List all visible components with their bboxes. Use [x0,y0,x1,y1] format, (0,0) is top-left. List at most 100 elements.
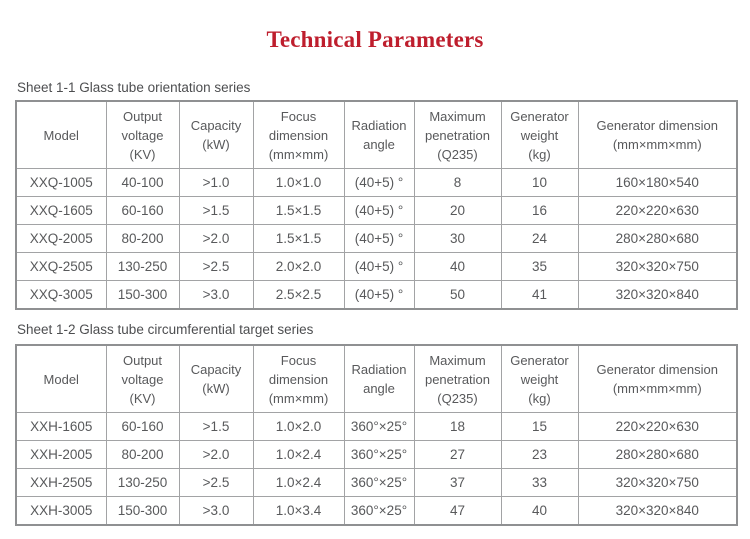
table-cell: 2.5×2.5 [252,280,345,310]
table-header-row: Model Output voltage (KV) Capacity (kW) … [15,100,738,169]
table-cell: 320×320×840 [577,280,738,310]
table-cell: 320×320×750 [577,468,738,497]
sheet-1-2-caption: Sheet 1-2 Glass tube circumferential tar… [17,322,314,337]
table-cell: 16 [500,196,579,225]
table-cell: 130-250 [105,252,180,281]
table-cell: 80-200 [105,224,180,253]
table-cell: (40+5) ° [343,168,415,197]
table-cell: XXH-1605 [15,412,107,441]
table-cell: 40-100 [105,168,180,197]
header-model: Model [15,344,107,413]
table-cell: 130-250 [105,468,180,497]
table-cell: 220×220×630 [577,412,738,441]
table-cell: 50 [413,280,502,310]
header-maximum-penetration: Maximum penetration (Q235) [413,344,502,413]
table-cell: 1.5×1.5 [252,196,345,225]
table-cell: 360°×25° [343,412,415,441]
header-radiation-angle: Radiation angle [343,100,415,169]
header-model: Model [15,100,107,169]
table-cell: >2.5 [178,252,254,281]
table-cell: 80-200 [105,440,180,469]
table-cell: 20 [413,196,502,225]
table-cell: 220×220×630 [577,196,738,225]
table-cell: 40 [500,496,579,526]
table-cell: 320×320×750 [577,252,738,281]
table-cell: 15 [500,412,579,441]
table-cell: >1.5 [178,196,254,225]
header-maximum-penetration: Maximum penetration (Q235) [413,100,502,169]
table-cell: XXQ-2005 [15,224,107,253]
table-cell: 1.0×1.0 [252,168,345,197]
table-cell: >2.5 [178,468,254,497]
table-cell: >1.0 [178,168,254,197]
circumferential-target-series-table: Model Output voltage (KV) Capacity (kW) … [15,344,738,526]
table-cell: 47 [413,496,502,526]
table-row: XXH-1605 60-160 >1.5 1.0×2.0 360°×25° 18 15 220… [15,412,738,441]
header-generator-dimension: Generator dimension (mm×mm×mm) [577,100,738,169]
table-row: XXQ-2505 130-250 >2.5 2.0×2.0 (40+5) ° 40 35 32… [15,252,738,281]
table-cell: 320×320×840 [577,496,738,526]
table-cell: 150-300 [105,496,180,526]
orientation-series-table: Model Output voltage (KV) Capacity (kW) … [15,100,738,310]
page-title: Technical Parameters [266,27,484,52]
table-cell: XXQ-1005 [15,168,107,197]
table-cell: XXH-2505 [15,468,107,497]
table-cell: >2.0 [178,440,254,469]
table-row: XXQ-2005 80-200 >2.0 1.5×1.5 (40+5) ° 30 24 280… [15,224,738,253]
table-cell: XXQ-1605 [15,196,107,225]
table-cell: XXH-3005 [15,496,107,526]
sheet-1-1-caption: Sheet 1-1 Glass tube orientation series [17,80,251,95]
header-focus-dimension: Focus dimension (mm×mm) [252,100,345,169]
table-row: XXQ-1005 40-100 >1.0 1.0×1.0 (40+5) ° 8 10 160×… [15,168,738,197]
table-cell: 360°×25° [343,468,415,497]
header-generator-weight: Generator weight (kg) [500,100,579,169]
table-cell: 360°×25° [343,440,415,469]
header-focus-dimension: Focus dimension (mm×mm) [252,344,345,413]
table-cell: 1.0×2.0 [252,412,345,441]
table-cell: XXH-2005 [15,440,107,469]
table-cell: >3.0 [178,496,254,526]
table-row: XXH-2505 130-250 >2.5 1.0×2.4 360°×25° 37 33 32… [15,468,738,497]
table-cell: 1.0×2.4 [252,440,345,469]
table-cell: >2.0 [178,224,254,253]
header-generator-weight: Generator weight (kg) [500,344,579,413]
table-cell: >1.5 [178,412,254,441]
table-cell: 33 [500,468,579,497]
table-cell: 280×280×680 [577,440,738,469]
header-output-voltage: Output voltage (KV) [105,100,180,169]
table-cell: 150-300 [105,280,180,310]
table-cell: XXQ-2505 [15,252,107,281]
table-cell: 24 [500,224,579,253]
table-cell: 30 [413,224,502,253]
table-cell: 360°×25° [343,496,415,526]
table-cell: 1.5×1.5 [252,224,345,253]
table-cell: 160×180×540 [577,168,738,197]
table-row: XXQ-3005 150-300 >3.0 2.5×2.5 (40+5) ° 50 41 32… [15,280,738,310]
table-cell: 40 [413,252,502,281]
table-cell: 280×280×680 [577,224,738,253]
table-cell: 60-160 [105,412,180,441]
table-cell: 1.0×3.4 [252,496,345,526]
table-cell: (40+5) ° [343,196,415,225]
table-cell: 23 [500,440,579,469]
header-radiation-angle: Radiation angle [343,344,415,413]
table-row: XXQ-1605 60-160 >1.5 1.5×1.5 (40+5) ° 20 16 220… [15,196,738,225]
table-row: XXH-3005 150-300 >3.0 1.0×3.4 360°×25° 47 40 32… [15,496,738,526]
header-generator-dimension: Generator dimension (mm×mm×mm) [577,344,738,413]
table-cell: 18 [413,412,502,441]
table-cell: 1.0×2.4 [252,468,345,497]
table-cell: 27 [413,440,502,469]
table-cell: 8 [413,168,502,197]
table-cell: 10 [500,168,579,197]
table-cell: (40+5) ° [343,224,415,253]
table-header-row: Model Output voltage (KV) Capacity (kW) … [15,344,738,413]
table-cell: XXQ-3005 [15,280,107,310]
table-cell: 60-160 [105,196,180,225]
table-cell: 2.0×2.0 [252,252,345,281]
table-cell: (40+5) ° [343,252,415,281]
table-cell: 35 [500,252,579,281]
header-capacity: Capacity (kW) [178,100,254,169]
table-cell: 37 [413,468,502,497]
header-output-voltage: Output voltage (KV) [105,344,180,413]
